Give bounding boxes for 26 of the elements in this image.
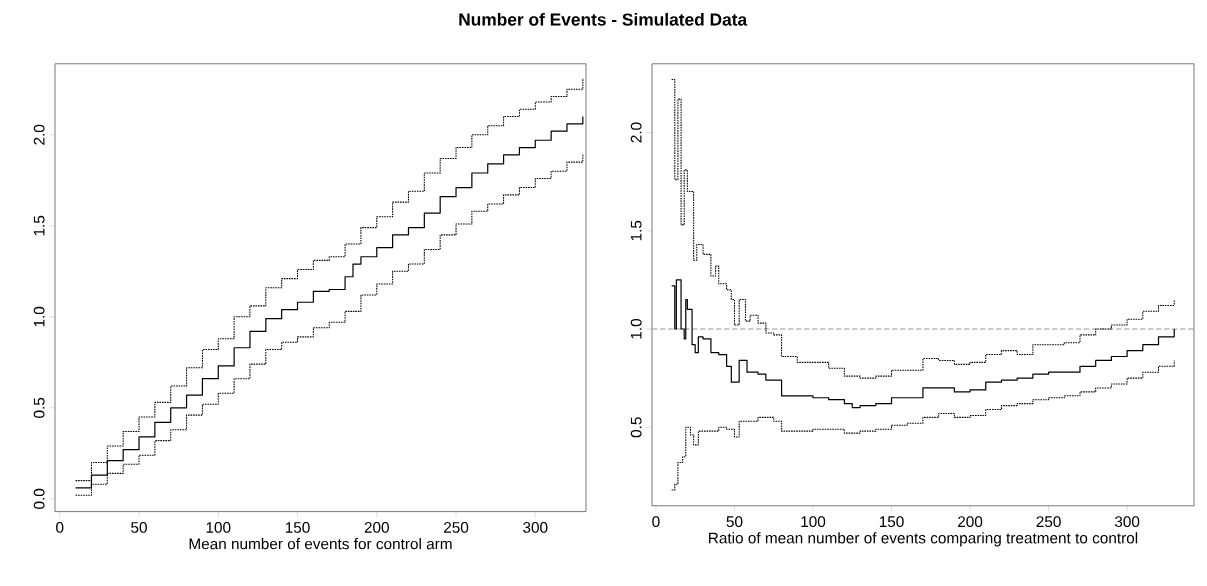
- x-tick-label: 250: [444, 522, 469, 533]
- x-axis-title: Ratio of mean number of events comparing treatment to control: [709, 532, 1138, 547]
- y-tick-label: 1.5: [630, 220, 642, 241]
- x-tick-label: 150: [879, 516, 904, 528]
- y-tick-label: 0.5: [33, 397, 45, 418]
- x-tick-label: 50: [131, 522, 147, 533]
- y-tick-label: 0.5: [630, 417, 642, 438]
- x-tick-label: 200: [364, 522, 389, 533]
- x-tick-label: 100: [801, 516, 826, 528]
- x-axis-title: Mean number of events for control arm: [189, 538, 452, 550]
- x-tick-label: 150: [285, 522, 310, 533]
- y-tick-label: 1.0: [630, 318, 642, 339]
- x-tick-label: 300: [523, 522, 548, 533]
- x-tick-label: 0: [56, 522, 64, 533]
- y-tick-label: 2.0: [630, 122, 642, 143]
- x-tick-label: 100: [206, 522, 231, 533]
- y-tick-label: 1.5: [33, 215, 45, 236]
- y-tick-label: 0.0: [33, 488, 45, 509]
- x-tick-label: 200: [958, 516, 983, 528]
- x-tick-label: 0: [652, 516, 660, 528]
- y-tick-label: 2.0: [33, 124, 45, 145]
- x-tick-label: 250: [1036, 516, 1061, 528]
- x-tick-label: 300: [1114, 516, 1140, 528]
- chart-title: Number of Events - Simulated Data: [459, 12, 748, 26]
- y-tick-label: 1.0: [33, 306, 45, 327]
- x-tick-label: 50: [726, 516, 743, 528]
